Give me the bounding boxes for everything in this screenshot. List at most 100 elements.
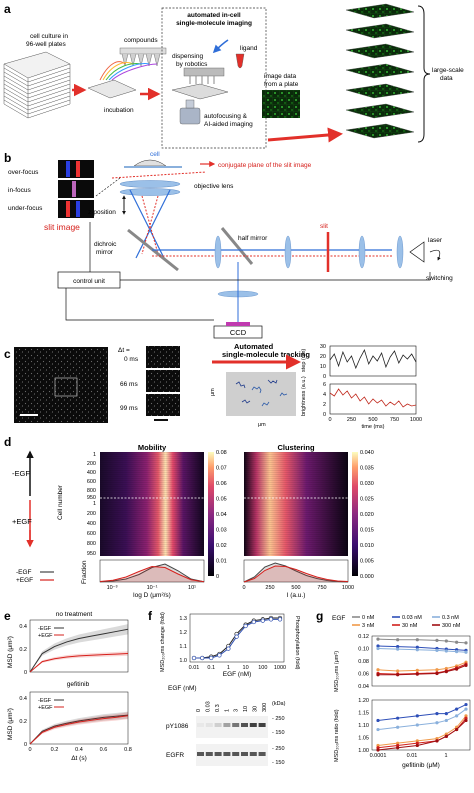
- g-point: [455, 714, 459, 718]
- f-ytick-13: 1.3: [179, 616, 187, 622]
- switching-arrow: [429, 249, 441, 261]
- f-ylabel-right: Phosphorylation (fold): [294, 616, 300, 670]
- g-point: [444, 649, 448, 653]
- egfr-band: [232, 752, 240, 756]
- plus-egf-label: +EGF: [12, 517, 32, 526]
- dispensing-label-2: by robotics: [176, 61, 208, 68]
- panel-b-label: b: [4, 151, 11, 165]
- egfr-band: [214, 752, 222, 756]
- e-title: no treatment: [56, 611, 93, 618]
- histogram-band--EGF: [100, 564, 204, 582]
- g-point: [376, 668, 380, 672]
- conjugate-plane-label: conjugate plane of the slit image: [218, 162, 312, 169]
- mobility-cbar-tick: 0.05: [216, 497, 227, 503]
- blot-header: EGF (nM): [168, 685, 197, 692]
- row-tick-bottom-600: 600: [87, 531, 96, 537]
- blot-dose-label: 10: [243, 706, 249, 712]
- mobility-cbar-tick: 0.03: [216, 528, 227, 534]
- time-xtick-1000: 1000: [410, 417, 422, 423]
- conjugate-plane-line: [111, 171, 207, 179]
- in-focus-label: in-focus: [8, 187, 32, 194]
- objective-lens-label: objective lens: [194, 183, 234, 190]
- g-point: [435, 648, 439, 652]
- histogram-band-+EGF: [100, 566, 204, 582]
- clustering-xlabel: I (a.u.): [287, 592, 306, 599]
- laser-label: laser: [428, 237, 443, 244]
- step-ylabel: step (nm): [301, 349, 307, 372]
- g-bottom-ytick: 1.15: [358, 711, 369, 717]
- blot-egfr-membrane: [196, 744, 268, 766]
- g-point: [396, 741, 400, 745]
- dt-label: Δt =: [118, 347, 130, 354]
- tracking-x-unit: μm: [258, 422, 266, 428]
- time-xtick-250: 250: [347, 417, 356, 423]
- control-wire-laser: [120, 272, 431, 281]
- mobility-cbar-tick: 0.06: [216, 481, 227, 487]
- g-legend-label: 3 nM: [362, 623, 375, 629]
- py1086-band: [223, 723, 231, 727]
- slit-image-link: [95, 177, 121, 197]
- dichroic-label-1: dichroic: [94, 241, 117, 248]
- g-point: [444, 712, 448, 716]
- clustering-cbar-tick: 0.030: [360, 481, 374, 487]
- time-label-99: 99 ms: [120, 405, 138, 412]
- e-xtick-04: 0.4: [75, 747, 83, 753]
- py1086-band: [258, 723, 266, 727]
- g-point: [376, 637, 380, 641]
- arrow-to-large-scale: [267, 127, 343, 143]
- g-top-ytick: 0.12: [358, 634, 369, 640]
- g-top-ytick: 0.04: [358, 684, 369, 690]
- g-egf-label: EGF: [332, 615, 345, 622]
- frame-99ms: [146, 394, 180, 416]
- mobility-cbar-tick: 0.04: [216, 512, 227, 518]
- f-xtick: 0.1: [207, 665, 215, 671]
- slit-image-label: slit image: [44, 222, 80, 232]
- g-point: [435, 721, 439, 725]
- panel-a: a cell culture in 96-well plates compoun…: [3, 2, 464, 149]
- imaging-box: [161, 7, 267, 149]
- imaging-box-title-2: single-molecule imaging: [176, 20, 252, 27]
- laser-lens-2: [396, 235, 404, 269]
- beam-blue-1: [129, 189, 165, 259]
- blot-dose-label: 0: [196, 709, 202, 712]
- incubation-plate: [87, 79, 137, 99]
- dose-point: [217, 653, 222, 658]
- blot-dose-label: 3: [234, 709, 240, 712]
- step-trace: [329, 348, 417, 370]
- mobility-cbar-tick: 0.02: [216, 543, 227, 549]
- laser-head: [409, 241, 425, 263]
- f-ytick-11: 1.1: [179, 644, 187, 650]
- f-xtick: 100: [258, 665, 267, 671]
- g-top-ytick: 0.06: [358, 672, 369, 678]
- e-xlabel: Δt (s): [71, 755, 87, 762]
- clustering-xtick-500: 500: [291, 585, 300, 591]
- f-xtick: 1000: [274, 665, 286, 671]
- g-point: [396, 673, 400, 677]
- panel-c-label: c: [4, 347, 11, 361]
- g-point: [455, 707, 459, 711]
- msd-band--EGF: [30, 711, 128, 744]
- panel-c: c Δt = 0 ms 66 ms 99 ms Automated single…: [4, 342, 422, 430]
- time-xtick-750: 750: [390, 417, 399, 423]
- g-point: [464, 716, 468, 720]
- f-xticks: 0.01 0.1 1 10 100 1000: [189, 665, 286, 671]
- dose-point: [234, 634, 239, 639]
- g-top-plot: [376, 637, 468, 677]
- blot-py1086-label: pY1086: [166, 723, 189, 730]
- row-tick-bottom-200: 200: [87, 511, 96, 517]
- autofocusing-label-2: AI-aided imaging: [204, 121, 253, 128]
- blot-marker-250-bottom: - 250: [272, 746, 285, 752]
- dose-point: [243, 623, 248, 629]
- zoom-region: [54, 377, 78, 397]
- g-point: [415, 739, 419, 743]
- ligand-label: ligand: [240, 45, 258, 52]
- blot-py1086-bands: [197, 723, 266, 727]
- g-point: [435, 638, 439, 642]
- e-ylabel-bottom: MSD (μm²): [7, 708, 14, 740]
- g-top-ytick: 0.10: [358, 647, 369, 653]
- ligand-tube: [235, 53, 245, 69]
- step-ytick-20: 20: [320, 354, 326, 360]
- g-point: [435, 737, 439, 741]
- e-top-plot-frame: [29, 619, 129, 673]
- g-point: [444, 732, 448, 736]
